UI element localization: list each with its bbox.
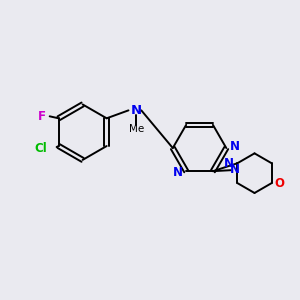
Text: N: N xyxy=(230,163,240,176)
Text: O: O xyxy=(275,177,285,190)
Text: F: F xyxy=(38,110,46,123)
Text: N: N xyxy=(224,157,233,170)
Text: N: N xyxy=(131,104,142,117)
Text: N: N xyxy=(173,166,183,179)
Text: N: N xyxy=(230,140,240,152)
Text: Me: Me xyxy=(129,124,144,134)
Text: Cl: Cl xyxy=(34,142,47,154)
